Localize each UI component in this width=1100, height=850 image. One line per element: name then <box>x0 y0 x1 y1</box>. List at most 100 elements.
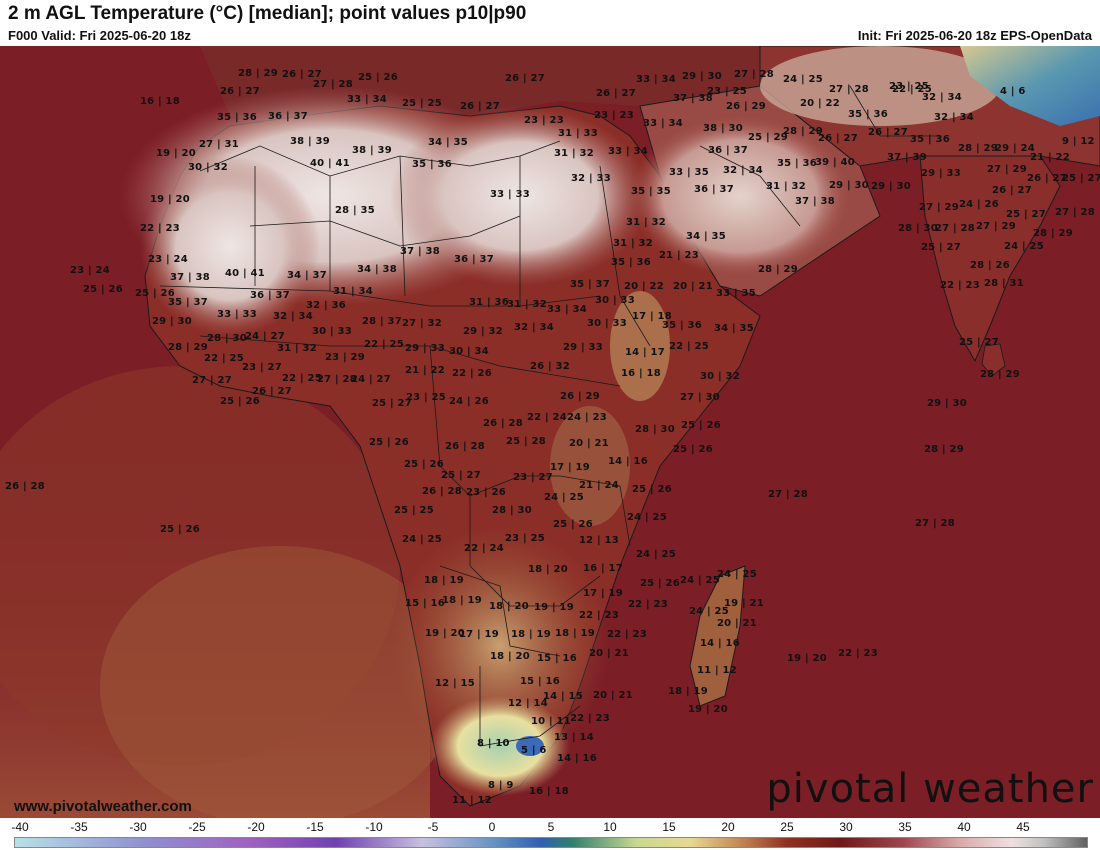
point-value-label: 20 | 21 <box>589 648 629 659</box>
header-bar: 2 m AGL Temperature (°C) [median]; point… <box>0 0 1100 46</box>
point-value-label: 34 | 37 <box>287 270 327 281</box>
point-value-label: 19 | 19 <box>534 602 574 613</box>
point-value-label: 25 | 26 <box>632 484 672 495</box>
point-value-label: 26 | 28 <box>422 486 462 497</box>
point-value-label: 15 | 16 <box>520 676 560 687</box>
point-value-label: 33 | 33 <box>217 309 257 320</box>
point-value-label: 22 | 25 <box>364 339 404 350</box>
point-value-label: 23 | 23 <box>594 110 634 121</box>
point-value-label: 23 | 29 <box>325 352 365 363</box>
point-value-label: 12 | 13 <box>579 535 619 546</box>
point-value-label: 17 | 19 <box>550 462 590 473</box>
point-value-label: 33 | 35 <box>669 167 709 178</box>
point-value-label: 27 | 28 <box>768 489 808 500</box>
point-value-label: 22 | 23 <box>628 599 668 610</box>
point-value-label: 31 | 32 <box>766 181 806 192</box>
point-value-label: 24 | 25 <box>783 74 823 85</box>
point-value-label: 26 | 27 <box>818 133 858 144</box>
point-value-label: 33 | 34 <box>636 74 676 85</box>
point-value-label: 28 | 29 <box>958 143 998 154</box>
point-value-label: 31 | 32 <box>507 299 547 310</box>
point-value-label: 19 | 20 <box>688 704 728 715</box>
point-value-label: 23 | 27 <box>242 362 282 373</box>
point-value-label: 14 | 15 <box>543 691 583 702</box>
point-value-label: 10 | 11 <box>531 716 571 727</box>
point-value-label: 25 | 25 <box>402 98 442 109</box>
scale-tick-label: -30 <box>129 820 147 834</box>
point-value-label: 25 | 25 <box>394 505 434 516</box>
point-value-label: 22 | 25 <box>204 353 244 364</box>
point-value-label: 28 | 30 <box>492 505 532 516</box>
point-value-label: 16 | 18 <box>529 786 569 797</box>
point-value-label: 25 | 27 <box>959 337 999 348</box>
point-value-label: 27 | 28 <box>1055 207 1095 218</box>
scale-tick-label: -40 <box>11 820 29 834</box>
point-value-label: 29 | 33 <box>921 168 961 179</box>
point-value-label: 17 | 18 <box>632 311 672 322</box>
point-value-label: 14 | 17 <box>625 347 665 358</box>
point-value-label: 33 | 33 <box>490 189 530 200</box>
point-value-label: 13 | 14 <box>554 732 594 743</box>
point-value-label: 36 | 37 <box>268 111 308 122</box>
point-value-label: 24 | 23 <box>567 412 607 423</box>
point-value-label: 25 | 26 <box>83 284 123 295</box>
point-value-label: 28 | 26 <box>970 260 1010 271</box>
point-value-label: 27 | 29 <box>976 221 1016 232</box>
point-value-label: 18 | 19 <box>424 575 464 586</box>
map-background <box>0 46 1100 818</box>
point-value-label: 23 | 26 <box>466 487 506 498</box>
point-value-label: 22 | 24 <box>527 412 567 423</box>
point-value-label: 38 | 39 <box>352 145 392 156</box>
point-value-label: 30 | 33 <box>595 295 635 306</box>
scale-tick-label: 5 <box>547 820 555 834</box>
point-value-label: 27 | 31 <box>199 139 239 150</box>
point-value-label: 5 | 6 <box>521 745 547 756</box>
point-value-label: 26 | 27 <box>596 88 636 99</box>
point-value-label: 26 | 28 <box>445 441 485 452</box>
scale-tick-label: -25 <box>188 820 206 834</box>
point-value-label: 16 | 18 <box>621 368 661 379</box>
point-value-label: 25 | 26 <box>404 459 444 470</box>
point-value-label: 22 | 23 <box>570 713 610 724</box>
point-value-label: 28 | 29 <box>1033 228 1073 239</box>
point-value-label: 31 | 32 <box>626 217 666 228</box>
point-value-label: 17 | 19 <box>459 629 499 640</box>
point-value-label: 35 | 36 <box>217 112 257 123</box>
point-value-label: 28 | 29 <box>238 68 278 79</box>
point-value-label: 30 | 33 <box>587 318 627 329</box>
point-value-label: 35 | 36 <box>777 158 817 169</box>
point-value-label: 37 | 38 <box>795 196 835 207</box>
point-value-label: 31 | 33 <box>558 128 598 139</box>
point-value-label: 4 | 6 <box>1000 86 1026 97</box>
point-value-label: 21 | 22 <box>405 365 445 376</box>
scale-tick-label: 10 <box>603 820 617 834</box>
point-value-label: 25 | 26 <box>681 420 721 431</box>
point-value-label: 33 | 34 <box>608 146 648 157</box>
point-value-label: 25 | 29 <box>748 132 788 143</box>
color-scale: -40 -35 -30 -25 -20 -15 -10 -5 0 5 10 15 20 25 30 35 40 4… <box>0 818 1100 850</box>
point-value-label: 20 | 22 <box>624 281 664 292</box>
point-value-label: 26 | 27 <box>460 101 500 112</box>
point-value-label: 27 | 27 <box>192 375 232 386</box>
point-value-label: 33 | 34 <box>347 94 387 105</box>
scale-tick-label: 40 <box>957 820 971 834</box>
point-value-label: 36 | 37 <box>454 254 494 265</box>
point-value-label: 22 | 25 <box>669 341 709 352</box>
point-value-label: 32 | 34 <box>922 92 962 103</box>
point-value-label: 8 | 10 <box>477 738 510 749</box>
point-value-label: 15 | 16 <box>405 598 445 609</box>
point-value-label: 38 | 39 <box>290 136 330 147</box>
point-value-label: 23 | 24 <box>70 265 110 276</box>
scale-tick-label: 20 <box>721 820 735 834</box>
temperature-map[interactable]: 28 | 29 26 | 27 27 | 28 25 | 26 26 | 27 33 | … <box>0 46 1100 818</box>
scale-tick-label: 45 <box>1016 820 1030 834</box>
point-value-label: 35 | 36 <box>412 159 452 170</box>
point-value-label: 20 | 21 <box>673 281 713 292</box>
point-value-label: 20 | 21 <box>593 690 633 701</box>
point-value-label: 27 | 29 <box>919 202 959 213</box>
point-value-label: 23 | 25 <box>406 392 446 403</box>
point-value-label: 14 | 16 <box>608 456 648 467</box>
point-value-label: 28 | 30 <box>635 424 675 435</box>
point-value-label: 29 | 30 <box>829 180 869 191</box>
point-value-label: 31 | 36 <box>469 297 509 308</box>
